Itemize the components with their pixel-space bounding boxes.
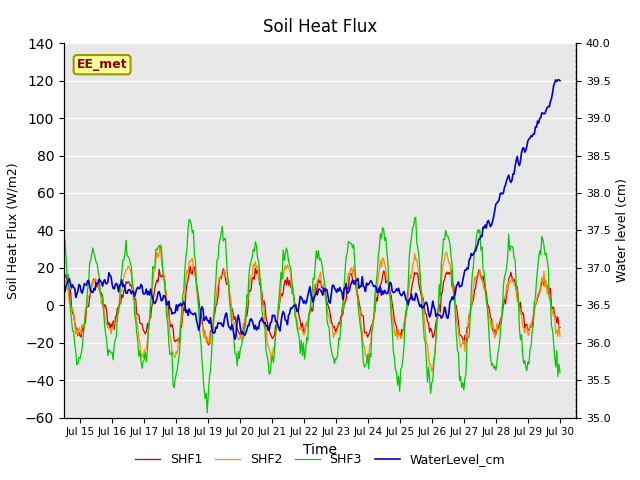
SHF2 <box>511 283 519 288</box>
SHF3 <box>422 358 430 364</box>
SHF1 <box>333 326 340 332</box>
WaterLevel_cm <box>422 300 429 306</box>
WaterLevel_cm <box>231 336 239 342</box>
SHF1 <box>556 324 564 330</box>
WaterLevel_cm <box>261 320 269 325</box>
SHF2 <box>332 331 339 337</box>
SHF2 <box>422 327 429 333</box>
SHF3 <box>412 215 420 220</box>
SHF3 <box>204 410 211 416</box>
WaterLevel_cm <box>510 171 518 177</box>
WaterLevel_cm <box>555 77 563 83</box>
Line: WaterLevel_cm: WaterLevel_cm <box>48 80 560 339</box>
SHF3 <box>332 356 339 361</box>
SHF2 <box>428 369 436 374</box>
WaterLevel_cm <box>332 287 339 293</box>
WaterLevel_cm <box>556 78 564 84</box>
SHF1 <box>44 324 52 330</box>
SHF2 <box>156 241 164 247</box>
SHF3 <box>511 257 519 263</box>
Line: SHF1: SHF1 <box>48 266 560 345</box>
Y-axis label: Water level (cm): Water level (cm) <box>616 179 629 282</box>
SHF1 <box>186 264 194 269</box>
SHF2 <box>356 307 364 312</box>
SHF2 <box>261 319 269 325</box>
Title: Soil Heat Flux: Soil Heat Flux <box>263 18 377 36</box>
WaterLevel_cm <box>356 284 364 289</box>
SHF3 <box>556 370 564 375</box>
Text: EE_met: EE_met <box>77 58 127 71</box>
Y-axis label: Soil Heat Flux (W/m2): Soil Heat Flux (W/m2) <box>6 162 19 299</box>
SHF3 <box>205 390 212 396</box>
WaterLevel_cm <box>204 317 211 323</box>
Line: SHF2: SHF2 <box>48 244 560 372</box>
SHF2 <box>556 334 564 339</box>
SHF3 <box>44 364 52 370</box>
SHF1 <box>205 341 213 347</box>
Legend: SHF1, SHF2, SHF3, WaterLevel_cm: SHF1, SHF2, SHF3, WaterLevel_cm <box>130 448 510 471</box>
SHF1 <box>205 342 212 348</box>
SHF1 <box>357 312 365 317</box>
SHF1 <box>422 312 430 317</box>
SHF3 <box>356 322 364 327</box>
SHF1 <box>262 316 270 322</box>
SHF2 <box>44 332 52 337</box>
WaterLevel_cm <box>44 323 52 329</box>
X-axis label: Time: Time <box>303 443 337 457</box>
SHF2 <box>205 340 212 346</box>
Line: SHF3: SHF3 <box>48 217 560 413</box>
SHF3 <box>261 326 269 332</box>
SHF1 <box>511 279 519 285</box>
